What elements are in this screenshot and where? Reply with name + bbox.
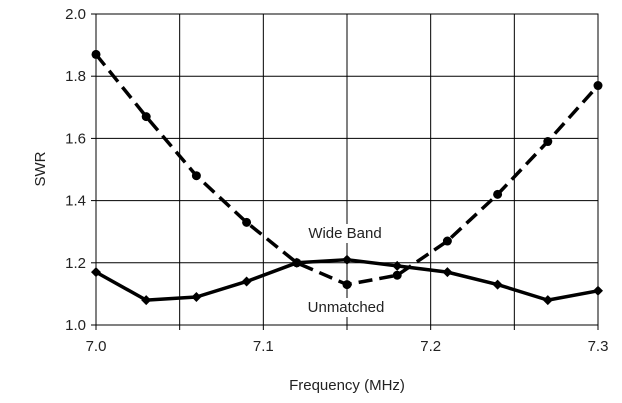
data-point — [392, 270, 402, 280]
axis-ticks: 1.0 1.2 1.4 1.6 1.8 2.0 7.0 7.1 7.2 7.3 — [65, 6, 608, 355]
x-axis-label: Frequency (MHz) — [289, 377, 405, 394]
annotation-wide-band: Wide Band — [308, 225, 381, 242]
data-point — [141, 112, 151, 122]
data-point — [543, 137, 553, 147]
series-1-solid — [91, 254, 603, 306]
annotation-unmatched: Unmatched — [308, 299, 385, 316]
data-point — [191, 292, 202, 303]
data-point — [392, 260, 403, 271]
annotation-layer: Wide Band Unmatched — [304, 224, 388, 317]
data-point — [442, 236, 452, 246]
data-point — [242, 217, 252, 227]
y-tick-label: 1.4 — [65, 193, 86, 210]
plot-frame — [95, 13, 599, 326]
data-point — [241, 276, 252, 287]
data-point — [493, 189, 503, 199]
x-tick-label: 7.3 — [588, 338, 609, 355]
y-tick-label: 1.0 — [65, 317, 86, 334]
y-tick-label: 1.8 — [65, 68, 86, 85]
y-tick-label: 1.2 — [65, 255, 86, 272]
data-point — [492, 279, 503, 290]
y-tick-label: 1.6 — [65, 130, 86, 147]
x-tick-label: 7.2 — [420, 338, 441, 355]
data-point — [141, 295, 152, 306]
annotation-background — [304, 298, 388, 317]
annotation-background — [305, 224, 385, 243]
x-tick-label: 7.0 — [86, 338, 107, 355]
y-axis-label: SWR — [32, 151, 49, 186]
data-point — [442, 267, 453, 278]
y-tick-label: 2.0 — [65, 6, 86, 23]
data-point — [542, 295, 553, 306]
data-point — [291, 257, 302, 268]
x-tick-label: 7.1 — [253, 338, 274, 355]
data-point — [191, 171, 201, 181]
data-point — [342, 280, 352, 290]
data-point — [342, 254, 352, 265]
